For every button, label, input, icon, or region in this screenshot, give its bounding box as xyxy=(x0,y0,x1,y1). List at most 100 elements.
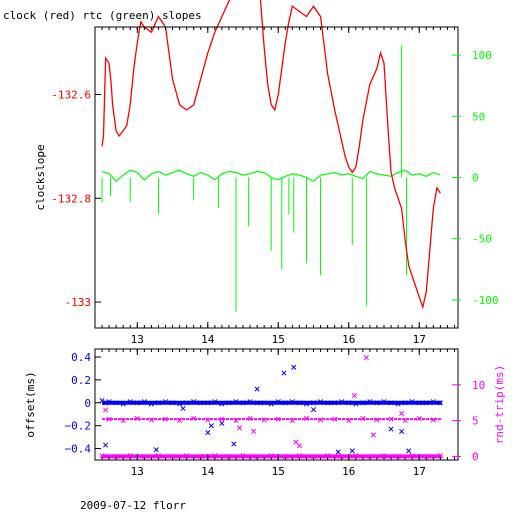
offset-point xyxy=(303,401,310,407)
offset-point xyxy=(353,401,359,407)
offset-point xyxy=(127,399,133,405)
offset-point xyxy=(106,399,112,405)
y-tick-label: 0 xyxy=(84,397,91,410)
rndtrip-point xyxy=(402,418,408,424)
offset-point xyxy=(325,400,331,406)
x-tick-label: 17 xyxy=(413,465,426,478)
y2-tick-label: 0 xyxy=(472,450,479,463)
y-axis-label: clockslope xyxy=(34,144,47,210)
offset-point xyxy=(261,400,267,406)
y-axis-label: offset(ms) xyxy=(24,371,37,437)
rndtrip-point xyxy=(212,453,218,459)
y2-tick-label: 100 xyxy=(472,49,492,62)
offset-point xyxy=(191,399,197,405)
y-tick-label: 0.2 xyxy=(71,374,91,387)
offset-point xyxy=(240,400,246,406)
y-tick-label: 0.4 xyxy=(71,351,91,364)
offset-point xyxy=(134,400,140,406)
offset-point xyxy=(430,399,436,405)
y-tick-label: -133 xyxy=(65,296,92,309)
offset-point xyxy=(399,428,405,434)
offset-point xyxy=(335,449,341,455)
offset-point xyxy=(103,400,109,406)
rndtrip-point xyxy=(374,417,380,423)
offset-point xyxy=(317,399,324,405)
rndtrip-point xyxy=(233,418,239,424)
rndtrip-point xyxy=(360,415,366,422)
top-plot-frame xyxy=(94,26,459,329)
offset-point xyxy=(374,400,380,406)
rndtrip-point xyxy=(141,453,147,459)
rndtrip-point xyxy=(325,453,331,459)
offset-point xyxy=(155,400,161,406)
offset-point xyxy=(205,429,211,436)
offset-point xyxy=(296,400,302,406)
offset-point xyxy=(395,401,401,407)
rndtrip-point xyxy=(254,453,260,459)
offset-point xyxy=(169,400,176,406)
bottom-plot-frame xyxy=(94,348,459,461)
offset-point xyxy=(141,399,147,405)
rndtrip-point xyxy=(120,418,126,424)
offset-point xyxy=(184,400,190,406)
chart-title: clock (red) rtc (green) slopes xyxy=(3,9,202,22)
offset-point xyxy=(99,397,105,404)
rndtrip-point xyxy=(261,417,267,423)
rndtrip-point xyxy=(310,453,317,459)
rndtrip-point xyxy=(103,407,109,413)
rndtrip-point xyxy=(99,453,105,459)
offset-point xyxy=(406,448,412,454)
x-tick-label: 17 xyxy=(413,333,426,346)
rndtrip-point xyxy=(240,453,246,459)
offset-point xyxy=(208,423,214,429)
x-tick-label: 15 xyxy=(272,465,285,478)
rndtrip-point xyxy=(423,453,429,459)
offset-point xyxy=(103,442,109,448)
offset-point xyxy=(162,399,169,405)
y2-tick-label: -100 xyxy=(472,294,499,307)
x-tick-label: 14 xyxy=(201,333,215,346)
rndtrip-point xyxy=(388,416,394,422)
y2-tick-label: -50 xyxy=(472,233,492,246)
rndtrip-point xyxy=(251,428,257,434)
rndtrip-point xyxy=(339,453,345,459)
y-tick-label: −0.4 xyxy=(65,443,92,456)
rndtrip-point xyxy=(409,453,415,459)
y2-tick-label: 10 xyxy=(472,379,485,392)
offset-point xyxy=(153,447,159,453)
offset-point xyxy=(416,400,422,406)
series-clock-line xyxy=(101,0,441,310)
offset-point xyxy=(423,400,429,406)
offset-point xyxy=(148,401,154,407)
x-tick-label: 13 xyxy=(131,333,144,346)
offset-point xyxy=(231,441,237,447)
offset-point xyxy=(332,400,338,406)
rndtrip-point xyxy=(370,432,376,438)
offset-point xyxy=(349,448,355,454)
y2-tick-label: 50 xyxy=(472,110,485,123)
rndtrip-point xyxy=(332,416,338,422)
y-tick-label: -132.6 xyxy=(51,88,91,101)
rndtrip-point xyxy=(219,416,225,422)
y-tick-label: -132.8 xyxy=(51,192,91,205)
rndtrip-point xyxy=(395,453,401,459)
offset-point xyxy=(268,401,274,407)
top-panel: 1314151617-132.4-132.6-132.8-133100500-5… xyxy=(34,0,499,346)
y2-axis-label: rnd-trip(ms) xyxy=(493,365,506,444)
x-tick-label: 16 xyxy=(342,465,355,478)
footer-caption: 2009-07-12 florr xyxy=(80,499,186,512)
offset-point xyxy=(233,399,239,405)
rndtrip-point xyxy=(134,415,140,422)
rndtrip-point xyxy=(303,415,310,422)
offset-point xyxy=(120,401,126,407)
rndtrip-point xyxy=(381,453,387,459)
offset-point xyxy=(247,399,253,405)
offset-point xyxy=(437,400,443,406)
offset-point xyxy=(212,399,218,405)
rndtrip-point xyxy=(282,453,288,459)
rndtrip-point xyxy=(268,453,274,459)
rndtrip-point xyxy=(275,416,281,422)
offset-point xyxy=(360,400,366,406)
